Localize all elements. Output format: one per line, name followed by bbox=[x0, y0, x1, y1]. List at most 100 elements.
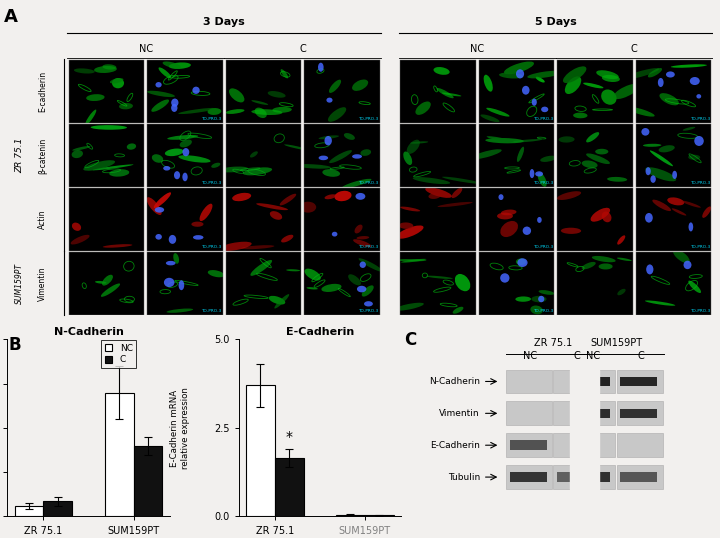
Ellipse shape bbox=[127, 144, 136, 150]
Bar bbox=[479, 124, 554, 187]
Ellipse shape bbox=[598, 264, 613, 270]
Ellipse shape bbox=[557, 191, 581, 200]
Ellipse shape bbox=[540, 155, 557, 162]
FancyBboxPatch shape bbox=[506, 401, 552, 425]
Ellipse shape bbox=[500, 221, 518, 237]
Ellipse shape bbox=[394, 303, 424, 310]
FancyBboxPatch shape bbox=[621, 408, 657, 418]
Ellipse shape bbox=[688, 155, 700, 160]
Ellipse shape bbox=[318, 63, 323, 72]
Ellipse shape bbox=[672, 171, 677, 179]
Ellipse shape bbox=[672, 208, 686, 216]
Ellipse shape bbox=[352, 154, 362, 159]
FancyBboxPatch shape bbox=[506, 433, 552, 457]
Bar bbox=[479, 252, 554, 315]
Ellipse shape bbox=[537, 217, 541, 223]
FancyBboxPatch shape bbox=[557, 472, 594, 482]
Ellipse shape bbox=[396, 225, 423, 239]
Ellipse shape bbox=[626, 107, 654, 117]
Ellipse shape bbox=[673, 250, 690, 263]
Bar bbox=[636, 60, 711, 123]
Ellipse shape bbox=[561, 228, 581, 234]
Ellipse shape bbox=[85, 110, 96, 125]
Bar bbox=[304, 60, 379, 123]
Ellipse shape bbox=[617, 258, 631, 261]
Bar bbox=[336, 515, 365, 516]
Ellipse shape bbox=[71, 150, 83, 158]
Ellipse shape bbox=[166, 261, 176, 265]
Ellipse shape bbox=[565, 76, 581, 94]
Ellipse shape bbox=[147, 91, 175, 97]
Text: Vimentin: Vimentin bbox=[38, 266, 47, 301]
Ellipse shape bbox=[582, 262, 595, 270]
Ellipse shape bbox=[307, 287, 318, 289]
Ellipse shape bbox=[295, 164, 331, 169]
Ellipse shape bbox=[682, 201, 701, 208]
Ellipse shape bbox=[199, 204, 212, 221]
Text: NC: NC bbox=[586, 351, 600, 360]
Ellipse shape bbox=[426, 275, 453, 279]
Bar bbox=[636, 188, 711, 251]
Text: TO-PRO-3: TO-PRO-3 bbox=[533, 309, 553, 313]
Bar bbox=[147, 252, 222, 315]
Ellipse shape bbox=[284, 144, 308, 150]
Ellipse shape bbox=[531, 296, 546, 302]
Ellipse shape bbox=[573, 112, 588, 118]
Bar bbox=[479, 188, 554, 251]
Bar bbox=[147, 60, 222, 123]
Ellipse shape bbox=[694, 136, 703, 146]
Ellipse shape bbox=[671, 65, 707, 68]
Ellipse shape bbox=[281, 235, 293, 243]
Ellipse shape bbox=[72, 223, 81, 231]
Ellipse shape bbox=[354, 224, 363, 233]
Bar bbox=[400, 188, 476, 251]
Ellipse shape bbox=[539, 290, 554, 295]
Ellipse shape bbox=[660, 93, 679, 105]
Bar bbox=[225, 188, 301, 251]
Ellipse shape bbox=[180, 139, 192, 147]
Ellipse shape bbox=[527, 70, 563, 79]
Ellipse shape bbox=[559, 136, 575, 143]
Ellipse shape bbox=[652, 200, 671, 211]
Ellipse shape bbox=[332, 232, 338, 237]
Bar bbox=[304, 124, 379, 187]
FancyBboxPatch shape bbox=[570, 401, 616, 425]
Ellipse shape bbox=[179, 280, 184, 290]
Text: NC: NC bbox=[523, 351, 536, 360]
Ellipse shape bbox=[147, 197, 161, 215]
Ellipse shape bbox=[361, 149, 371, 156]
Ellipse shape bbox=[218, 167, 248, 172]
Bar bbox=[400, 60, 476, 123]
Ellipse shape bbox=[359, 261, 366, 268]
Bar bbox=[225, 60, 301, 123]
Text: C: C bbox=[574, 351, 580, 360]
Bar bbox=[636, 252, 711, 315]
Ellipse shape bbox=[356, 193, 365, 200]
FancyBboxPatch shape bbox=[510, 441, 546, 450]
Ellipse shape bbox=[643, 144, 662, 147]
Text: TO-PRO-3: TO-PRO-3 bbox=[358, 245, 378, 249]
Ellipse shape bbox=[243, 167, 272, 175]
Ellipse shape bbox=[523, 226, 531, 235]
Ellipse shape bbox=[168, 62, 191, 69]
Ellipse shape bbox=[436, 88, 454, 98]
Ellipse shape bbox=[624, 68, 660, 80]
Bar bbox=[557, 60, 633, 123]
Ellipse shape bbox=[207, 108, 221, 115]
Bar bbox=[147, 124, 222, 187]
Ellipse shape bbox=[501, 209, 516, 215]
Ellipse shape bbox=[71, 235, 89, 244]
Bar bbox=[479, 188, 554, 251]
Ellipse shape bbox=[690, 77, 700, 85]
Ellipse shape bbox=[364, 301, 373, 307]
Ellipse shape bbox=[601, 89, 616, 105]
Ellipse shape bbox=[650, 151, 673, 166]
Ellipse shape bbox=[517, 147, 524, 162]
Ellipse shape bbox=[415, 102, 431, 115]
Ellipse shape bbox=[154, 193, 171, 208]
Ellipse shape bbox=[281, 69, 288, 79]
Bar bbox=[400, 188, 476, 251]
Bar bbox=[133, 445, 163, 516]
Bar bbox=[68, 60, 144, 123]
Ellipse shape bbox=[328, 107, 346, 122]
